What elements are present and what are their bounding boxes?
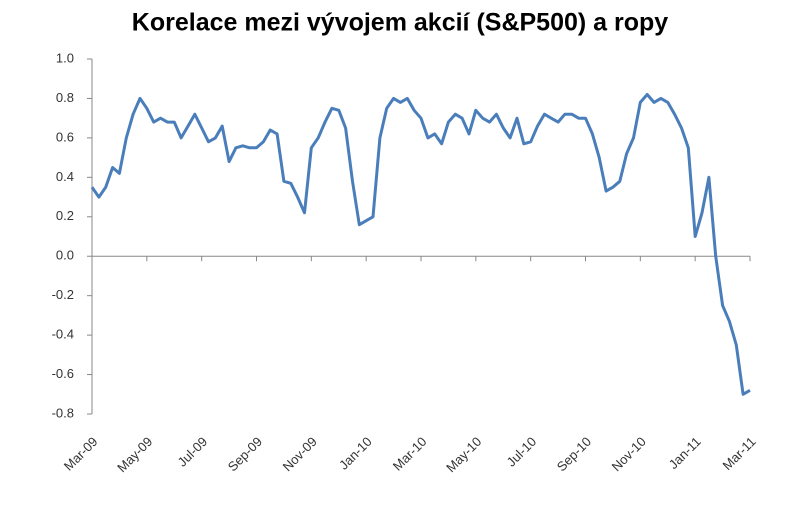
x-tick-label: Nov-10 — [609, 434, 649, 474]
y-tick-label: -0.2 — [52, 287, 74, 302]
x-tick-label: Nov-09 — [280, 434, 320, 474]
x-tick-label: Jul-10 — [504, 434, 540, 470]
y-tick-label: 0.8 — [56, 90, 74, 105]
y-tick-label: 0.4 — [56, 169, 74, 184]
y-tick-label: -0.6 — [52, 366, 74, 381]
y-tick-label: 1.0 — [56, 50, 74, 65]
y-tick-label: 0.6 — [56, 129, 74, 144]
x-tick-label: Sep-09 — [225, 434, 265, 474]
x-tick-label: May-09 — [114, 434, 155, 475]
x-tick-label: Mar-11 — [720, 434, 759, 473]
x-tick-label: Jul-09 — [175, 434, 211, 470]
y-tick-label: 0.2 — [56, 208, 74, 223]
x-tick-label: May-10 — [443, 434, 484, 475]
y-tick-label: 0.0 — [56, 248, 74, 263]
x-tick-label: Mar-10 — [390, 434, 430, 474]
x-tick-label: Jan-11 — [666, 434, 704, 472]
x-tick-label: Mar-09 — [61, 434, 101, 474]
y-tick-label: -0.4 — [52, 327, 74, 342]
line-series — [90, 93, 751, 396]
x-tick-label: Jan-10 — [336, 434, 375, 473]
x-tick-label: Sep-10 — [554, 434, 594, 474]
chart-title: Korelace mezi vývojem akcií (S&P500) a r… — [132, 9, 668, 37]
y-tick-label: -0.8 — [52, 405, 74, 420]
